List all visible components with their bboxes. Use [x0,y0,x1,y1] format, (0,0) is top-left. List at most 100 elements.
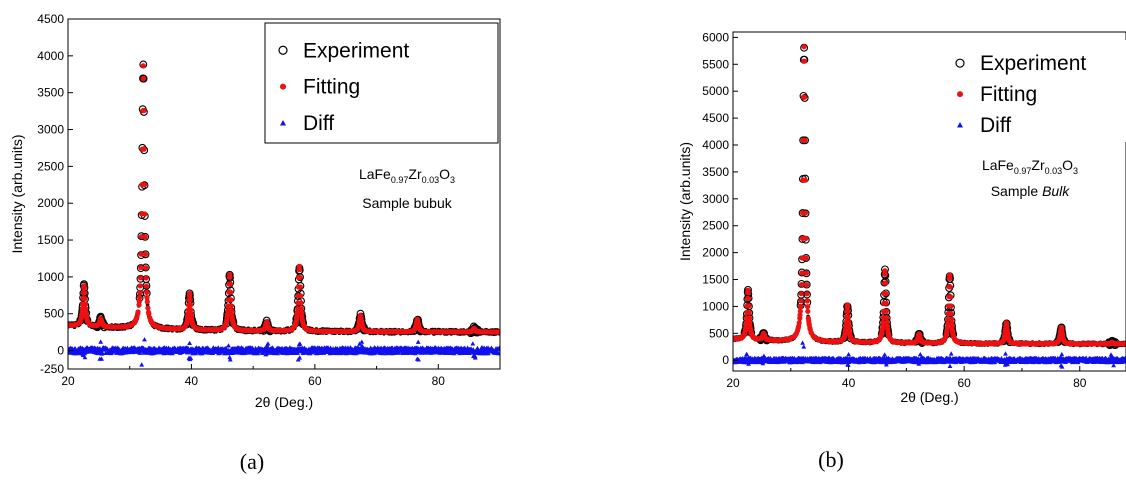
y-tick-label: 3500 [37,86,64,100]
x-tick-label: 80 [432,374,446,388]
y-tick-label: 4000 [37,49,64,63]
fitting-point [144,289,150,296]
fitting-point [142,234,148,240]
legend-marker-experiment [278,45,288,55]
fitting-point [143,275,149,281]
fitting-point [138,264,144,271]
y-tick-label: 4500 [37,12,64,26]
diff-point [82,355,88,360]
y-tick-label: 3000 [37,123,64,137]
fitting-point [188,307,194,313]
x-tick-label: 20 [61,374,75,388]
fitting-point [228,289,234,295]
diff-point [226,343,231,348]
fitting-point [187,292,193,298]
fitting-point [140,63,146,69]
fitting-point [295,306,301,312]
y-axis-label: Intensity (arb.units) [9,134,25,253]
fitting-point [144,299,150,305]
experiment-point [139,74,148,83]
panel-caption: (a) [240,449,264,474]
diff-point [275,351,281,356]
fitting-point [298,293,304,299]
diff-point [415,339,421,344]
fitting-point [496,329,500,335]
fitting-point [82,290,88,296]
diff-point [188,355,194,361]
diff-point [359,339,365,344]
diff-point [185,345,191,350]
fitting-point [298,300,304,306]
fitting-point [187,297,193,303]
y-tick-label: 2000 [37,196,64,210]
fitting-point [228,297,234,303]
plot-area [68,60,500,378]
fitting-point [82,296,88,302]
fitting-point [145,305,151,311]
legend-label: Diff [303,112,334,135]
diff-point [297,341,303,346]
fitting-point [138,251,144,257]
diff-point [187,340,192,345]
diff-point [99,350,105,355]
fitting-point [224,312,231,318]
sample-label: Sample bubuk [362,195,453,211]
fitting-point [227,274,233,280]
fitting-point [225,308,231,314]
fitting-point [141,182,148,188]
panel-a-chart: 20 40 60 8005001000150020002500300035004000… [9,12,501,474]
fitting-point [137,283,143,289]
fitting-point [137,289,143,295]
x-tick-label: 60 [308,374,322,388]
y-tick-label: 0 [57,344,64,358]
fitting-point [187,302,194,308]
diff-point [470,341,476,346]
fitting-point [297,267,303,273]
y-tick-label: 1000 [37,270,64,284]
fitting-point [138,234,144,240]
fitting-point [142,251,149,257]
fitting-point [137,275,144,281]
fitting-point [136,298,142,305]
diff-point [98,339,104,344]
legend-label: Experiment [303,39,409,62]
diff-point [141,374,146,378]
fitting-point [142,211,148,217]
plot-area [733,43,1126,369]
compound-formula: LaFe0.97Zr0.03O3 [359,166,455,185]
fitting-point [297,274,303,281]
x-axis-label: 2θ (Deg.) [255,394,313,410]
fitting-point [82,301,88,307]
fitting-point [137,294,143,300]
legend-label: Fitting [303,76,360,99]
fitting-point [81,285,87,291]
fitting-point [141,146,147,152]
diff-point [137,350,143,355]
legend-marker-fitting [280,83,286,90]
diff-point [139,362,145,367]
legend: Experiment Fitting Diff [264,22,499,144]
legend-marker-diff [280,120,286,126]
y-tick-label: -250 [40,362,64,376]
diff-point [227,354,233,360]
y-tick-label: 1500 [37,233,64,247]
diff-point [99,356,104,361]
fitting-series [68,63,500,335]
x-tick-label: 40 [185,374,199,388]
fitting-point [143,283,149,289]
fitting-point [135,309,141,315]
panel-b-chart: 20 40 60 8005001000150020002500300035004000… [677,30,1126,472]
diff-point [295,350,300,355]
y-tick-label: 2500 [37,159,64,173]
diff-point [297,355,303,360]
fitting-point [228,303,234,309]
axes-frame [67,18,501,370]
fitting-point [141,76,147,82]
diff-point [265,341,271,346]
experiment-point [142,281,151,290]
diff-point [142,337,147,342]
diff-point [472,355,478,360]
diff-point [416,357,421,362]
diff-point [497,350,500,356]
